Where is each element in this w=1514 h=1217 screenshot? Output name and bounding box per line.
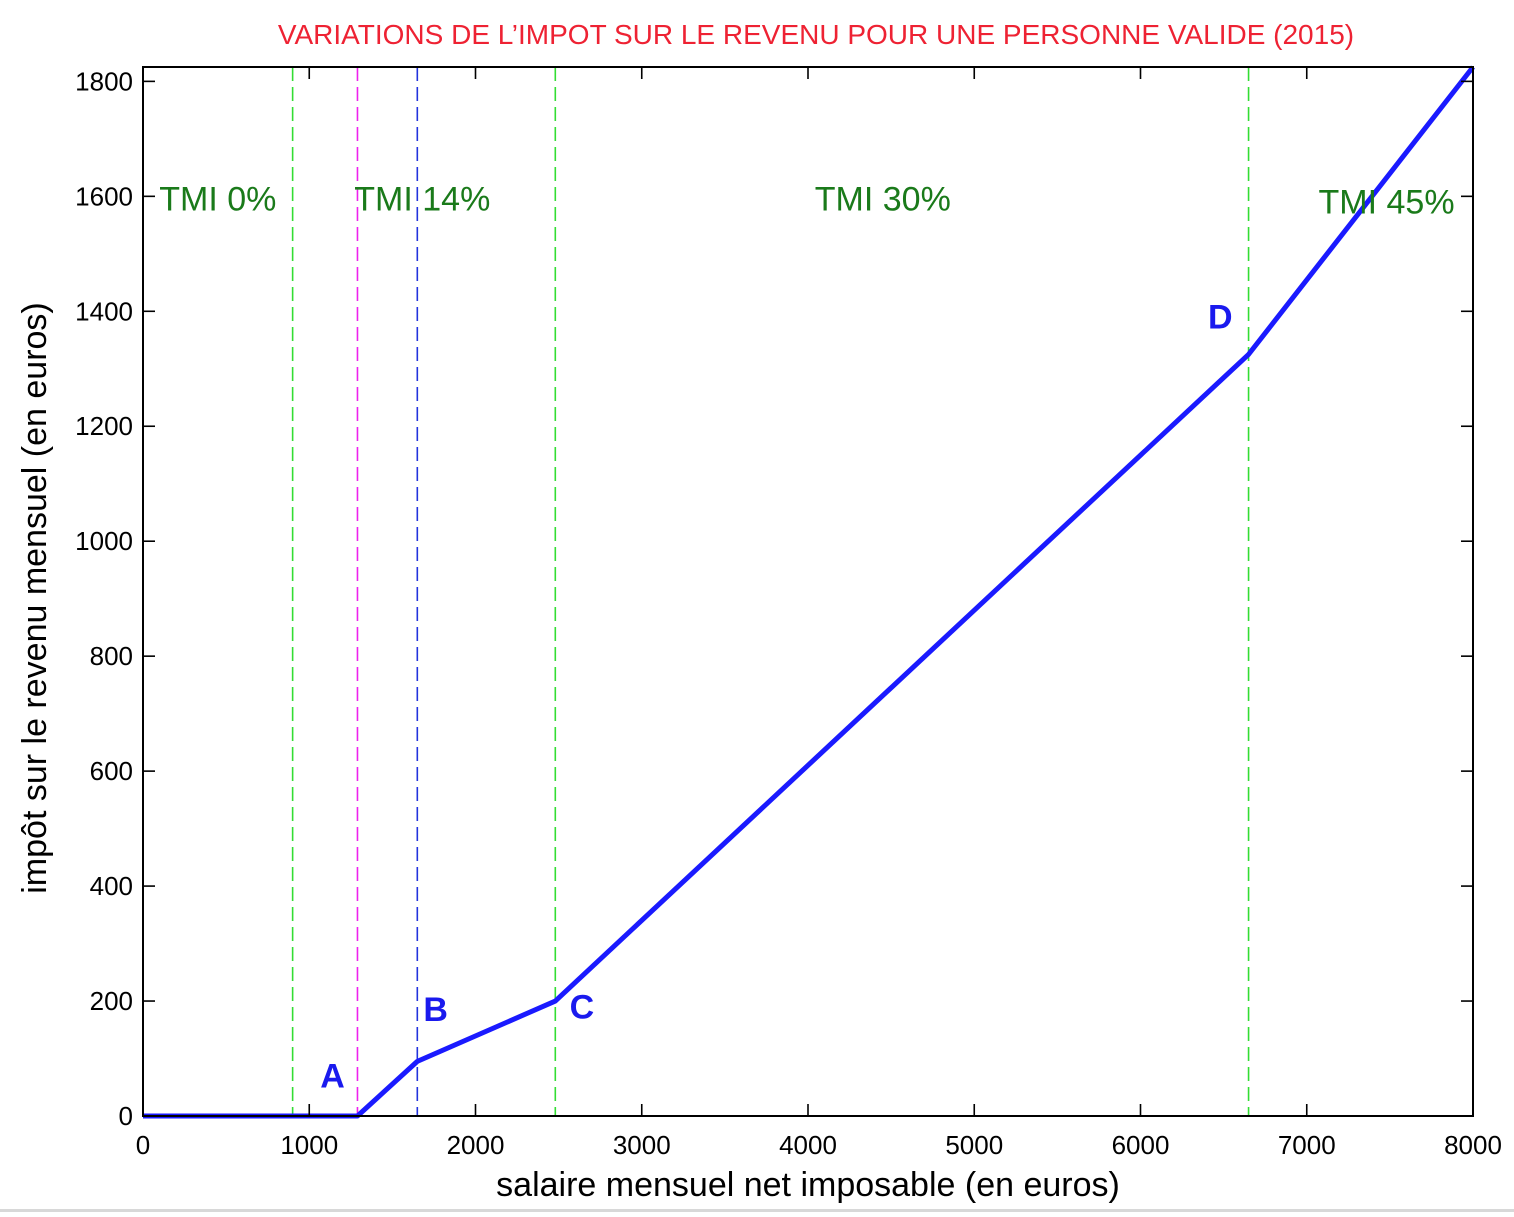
y-tick-label: 200 — [90, 986, 133, 1016]
point-label: D — [1208, 299, 1233, 337]
y-tick-label: 1000 — [75, 526, 133, 556]
chart-title: VARIATIONS DE L’IMPOT SUR LE REVENU POUR… — [278, 19, 1354, 50]
labels-layer: TMI 0% TMI 14% TMI 30% TMI 45% A B C D — [159, 181, 1454, 1096]
x-tick-label: 1000 — [280, 1130, 338, 1160]
point-label: A — [320, 1057, 345, 1095]
zone-label: TMI 30% — [815, 181, 951, 219]
y-tick-label: 1600 — [75, 181, 133, 211]
series-line-0 — [143, 65, 1475, 1119]
y-tick-label: 800 — [90, 641, 133, 671]
x-tick-label: 0 — [136, 1130, 150, 1160]
x-tick-label: 5000 — [945, 1130, 1003, 1160]
x-tick-label: 4000 — [779, 1130, 837, 1160]
zone-label: TMI 0% — [159, 181, 276, 219]
y-tick-label: 600 — [90, 756, 133, 786]
x-tick-label: 6000 — [1112, 1130, 1170, 1160]
y-tick-label: 1400 — [75, 296, 133, 326]
axes-layer: 0 1000 2000 3000 4000 5000 6000 7000 8000 0 200 400… — [75, 66, 1502, 1160]
bottom-divider — [0, 1209, 1514, 1212]
x-axis-label: salaire mensuel net imposable (en euros) — [496, 1166, 1120, 1204]
x-tick-label: 7000 — [1278, 1130, 1336, 1160]
zone-label: TMI 45% — [1319, 184, 1455, 222]
point-label: C — [570, 988, 595, 1026]
y-tick-label: 1200 — [75, 411, 133, 441]
y-tick-label: 0 — [119, 1101, 133, 1131]
plot-frame — [142, 66, 1474, 1117]
x-tick-label: 2000 — [447, 1130, 505, 1160]
y-axis-label: impôt sur le revenu mensuel (en euros) — [16, 302, 54, 894]
x-tick-label: 3000 — [613, 1130, 671, 1160]
y-tick-label: 1800 — [75, 66, 133, 96]
series-layer — [143, 65, 1475, 1119]
y-tick-label: 400 — [90, 871, 133, 901]
zone-label: TMI 14% — [354, 181, 490, 219]
vertical-reference-lines — [291, 67, 1250, 1116]
x-tick-label: 8000 — [1444, 1130, 1502, 1160]
point-label: B — [423, 991, 448, 1029]
